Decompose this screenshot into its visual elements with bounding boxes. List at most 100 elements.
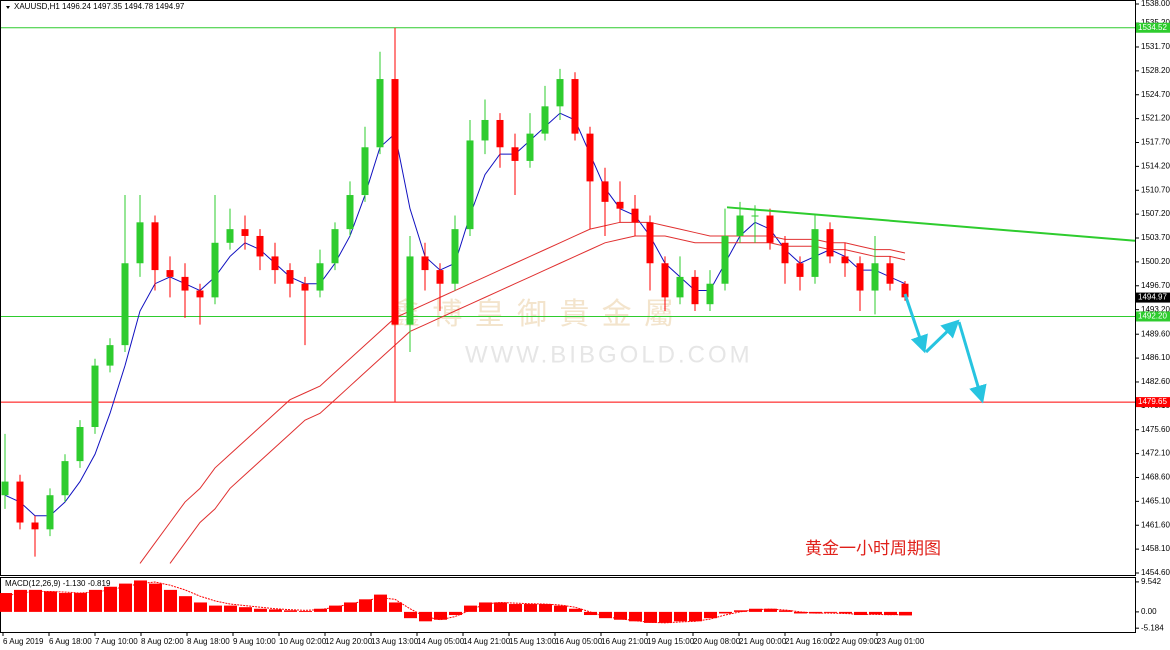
candle-body xyxy=(286,270,294,284)
macd-bar xyxy=(854,611,867,616)
macd-bar xyxy=(104,586,117,612)
macd-bar xyxy=(164,589,177,612)
menu-arrow[interactable] xyxy=(6,6,10,9)
candle-body xyxy=(841,256,849,264)
candle-body xyxy=(46,495,54,530)
macd-bar xyxy=(599,611,612,619)
level-tag xyxy=(1136,311,1170,322)
macd-bar xyxy=(449,611,462,616)
y-tick-label: 1500.20 xyxy=(1141,257,1170,266)
macd-bar xyxy=(224,605,237,612)
current-price-label: 1494.97 xyxy=(1138,293,1167,302)
level-tag xyxy=(1136,22,1170,33)
candle-body xyxy=(856,263,864,291)
macd-bar xyxy=(869,611,882,615)
macd-bar xyxy=(179,596,192,612)
candle-body xyxy=(646,222,654,264)
macd-bar xyxy=(374,594,387,612)
y-tick-label: 1535.20 xyxy=(1141,18,1170,27)
macd-bar xyxy=(14,589,27,612)
y-tick-label: 1475.60 xyxy=(1141,425,1170,434)
candle-body xyxy=(661,263,669,298)
candle-body xyxy=(466,140,474,230)
y-tick-label: 9.542 xyxy=(1141,577,1162,586)
candle-body xyxy=(211,242,219,298)
macd-bar xyxy=(119,583,132,612)
candle-body xyxy=(136,222,144,264)
x-tick-label: 10 Aug 02:00 xyxy=(279,637,327,646)
macd-bar xyxy=(749,608,762,612)
candle-body xyxy=(31,522,39,530)
macd-bar xyxy=(434,611,447,620)
candle-body xyxy=(331,229,339,264)
forecast-arrow xyxy=(957,321,987,404)
level-tag xyxy=(1136,397,1170,408)
x-tick-label: 14 Aug 05:00 xyxy=(417,637,465,646)
macd-bar xyxy=(74,593,87,612)
candle-body xyxy=(256,235,264,257)
macd-bar xyxy=(584,611,597,616)
watermark-text: 鑫 博 皇 御 貴 金 屬 xyxy=(390,298,676,331)
macd-bar xyxy=(524,604,537,612)
x-tick-label: 13 Aug 13:00 xyxy=(371,637,419,646)
x-tick-label: 8 Aug 18:00 xyxy=(187,637,230,646)
candle-body xyxy=(406,256,414,325)
candle-body xyxy=(586,133,594,182)
macd-bar xyxy=(539,604,552,612)
macd-bar xyxy=(764,608,777,612)
x-tick-label: 15 Aug 13:00 xyxy=(509,637,557,646)
candle-body xyxy=(871,263,879,291)
forecast-arrow xyxy=(903,293,928,354)
candle-body xyxy=(166,270,174,277)
candle-body xyxy=(631,208,639,223)
candle-body xyxy=(736,215,744,236)
macd-bar xyxy=(134,580,147,612)
x-tick-label: 6 Aug 2019 xyxy=(3,637,44,646)
macd-bar xyxy=(194,602,207,612)
macd-bar xyxy=(659,611,672,623)
x-tick-label: 8 Aug 02:00 xyxy=(141,637,184,646)
macd-bar xyxy=(299,610,312,612)
macd-bar xyxy=(404,611,417,619)
symbol-header: XAUUSD,H1 1496.24 1497.35 1494.78 1494.9… xyxy=(14,2,185,11)
current-price-tag xyxy=(1136,292,1170,303)
candle-body xyxy=(121,263,129,346)
macd-bar xyxy=(389,602,402,612)
y-tick-label: 1531.70 xyxy=(1141,42,1170,51)
candle-body xyxy=(181,276,189,291)
x-tick-label: 6 Aug 18:00 xyxy=(49,637,92,646)
y-tick-label: 1514.20 xyxy=(1141,161,1170,170)
y-tick-label: 1489.60 xyxy=(1141,329,1170,338)
watermark-url: WWW.BIBGOLD.COM xyxy=(465,341,753,368)
macd-bar xyxy=(284,610,297,612)
macd-bar xyxy=(89,589,102,612)
y-tick-label: 1510.70 xyxy=(1141,185,1170,194)
macd-bar xyxy=(494,602,507,612)
x-tick-label: 16 Aug 21:00 xyxy=(601,637,649,646)
macd-bar xyxy=(824,611,837,613)
y-tick-label: 1493.20 xyxy=(1141,305,1170,314)
y-tick-label: 1524.70 xyxy=(1141,90,1170,99)
x-tick-label: 20 Aug 08:00 xyxy=(693,637,741,646)
y-tick-label: 1468.60 xyxy=(1141,473,1170,482)
y-tick-label: 1496.70 xyxy=(1141,281,1170,290)
y-tick-label: 1482.60 xyxy=(1141,377,1170,386)
macd-bar xyxy=(899,611,912,616)
y-tick-label: 1461.60 xyxy=(1141,520,1170,529)
macd-bar xyxy=(464,605,477,612)
x-tick-label: 16 Aug 05:00 xyxy=(555,637,603,646)
candle-body xyxy=(721,235,729,284)
x-tick-label: 21 Aug 00:00 xyxy=(739,637,787,646)
candle-body xyxy=(226,229,234,243)
macd-bar xyxy=(479,602,492,612)
macd-bar xyxy=(209,605,222,612)
candle-body xyxy=(541,106,549,134)
macd-bar xyxy=(614,611,627,620)
candle-body xyxy=(241,229,249,236)
candle-body xyxy=(196,290,204,298)
macd-bar xyxy=(149,583,162,612)
candle-body xyxy=(106,345,114,366)
